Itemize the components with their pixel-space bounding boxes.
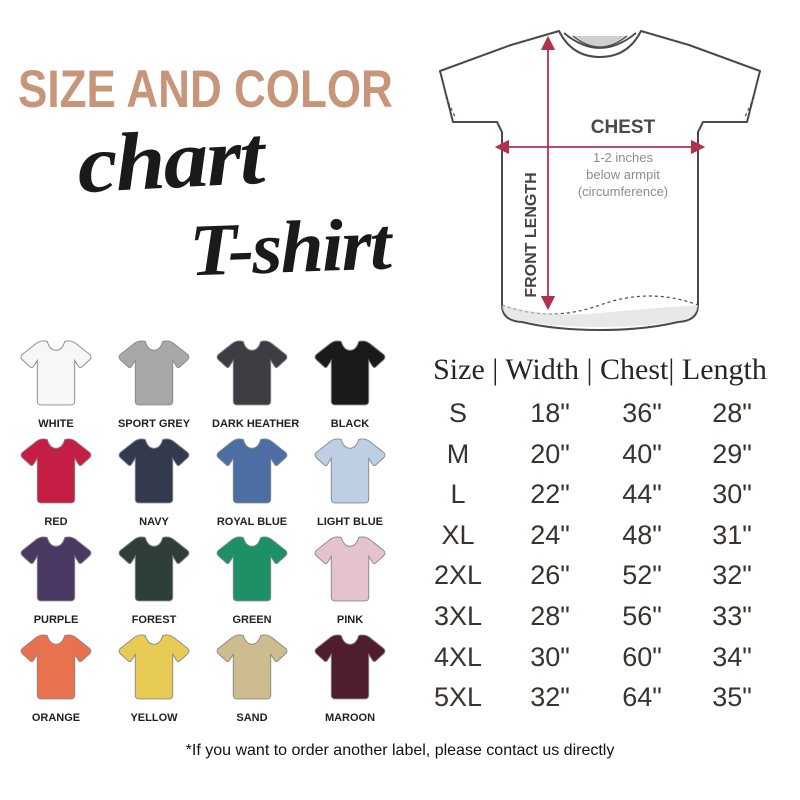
svg-text:1-2 inches: 1-2 inches	[593, 150, 653, 165]
svg-text:FRONT LENGTH: FRONT LENGTH	[523, 172, 540, 297]
svg-text:(circumference): (circumference)	[578, 184, 668, 199]
svg-text:CHEST: CHEST	[591, 117, 656, 138]
svg-text:below armpit: below armpit	[586, 167, 660, 182]
